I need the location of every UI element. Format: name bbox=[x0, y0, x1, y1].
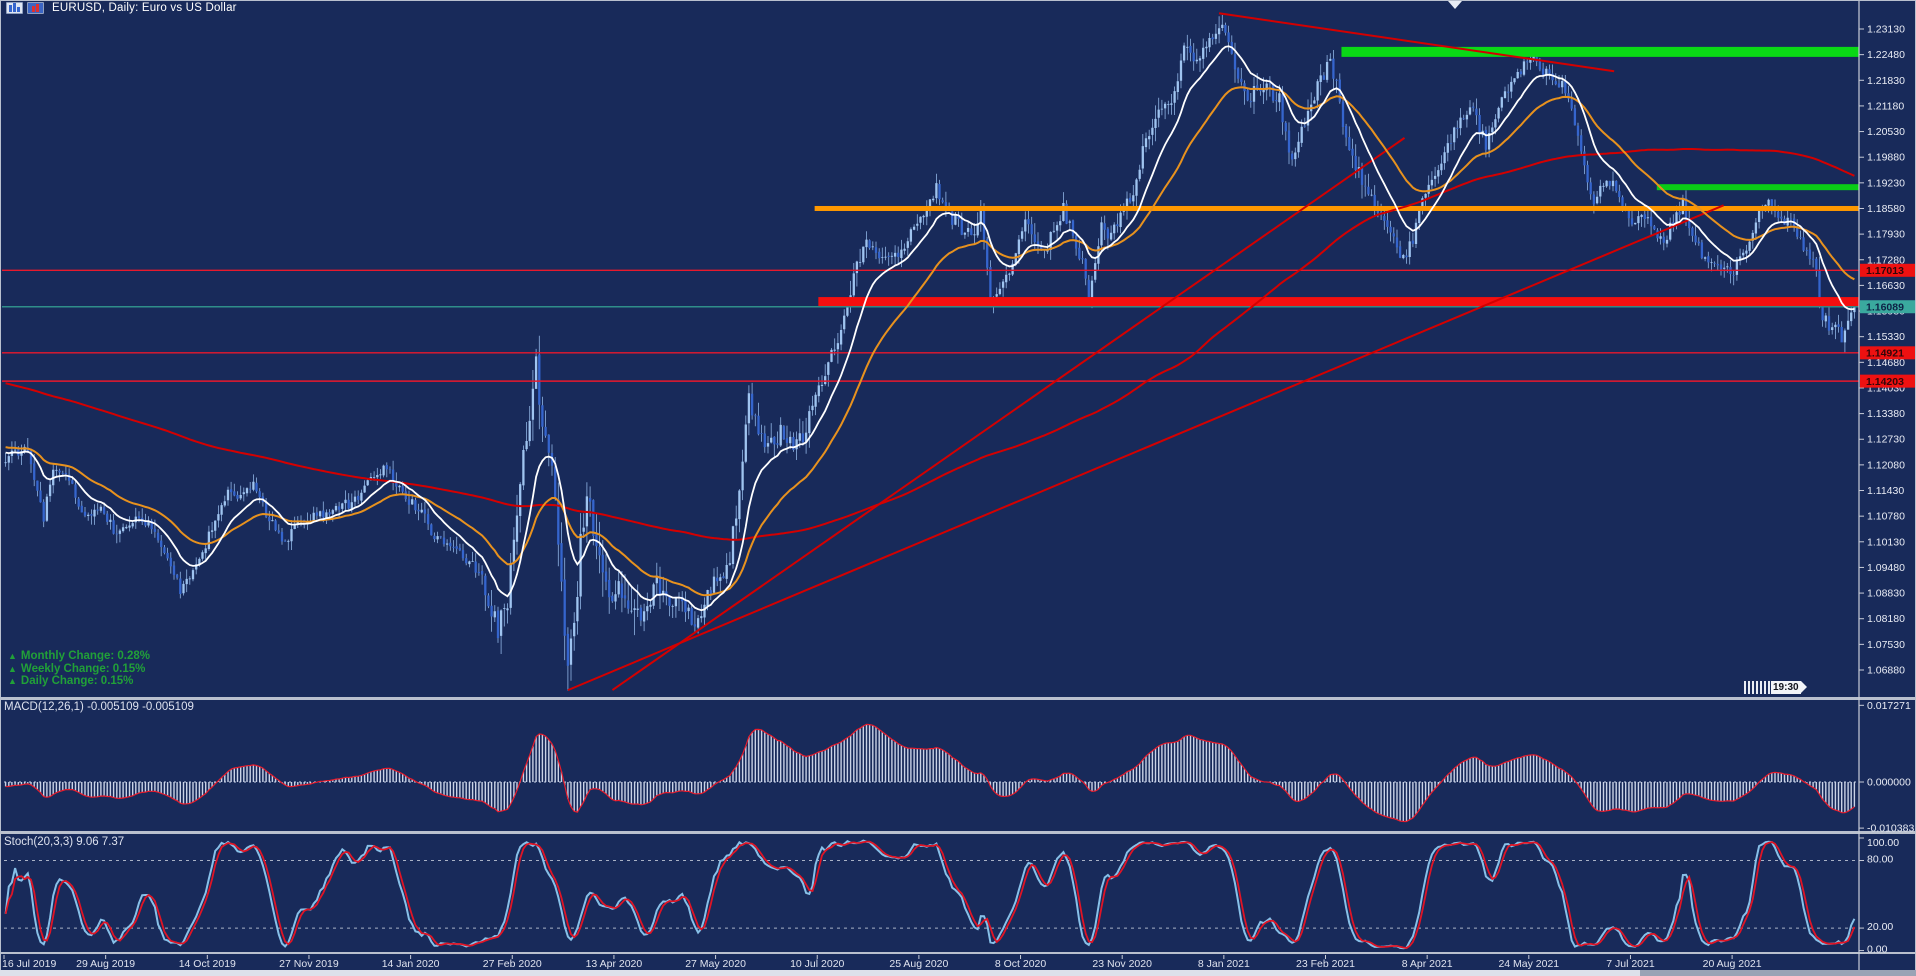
up-arrow-icon: ▲ bbox=[8, 676, 17, 686]
svg-text:80.00: 80.00 bbox=[1867, 854, 1893, 866]
svg-text:13 Apr 2020: 13 Apr 2020 bbox=[586, 958, 643, 970]
horizontal-scrollbar[interactable] bbox=[0, 970, 1916, 976]
svg-text:1.13380: 1.13380 bbox=[1867, 408, 1905, 420]
svg-text:8 Jan 2021: 8 Jan 2021 bbox=[1198, 958, 1250, 970]
change-stats: ▲ Monthly Change: 0.28% ▲ Weekly Change: 0… bbox=[8, 650, 150, 688]
svg-text:1.09480: 1.09480 bbox=[1867, 562, 1905, 574]
svg-text:20 Aug 2021: 20 Aug 2021 bbox=[1703, 958, 1762, 970]
svg-text:1.14680: 1.14680 bbox=[1867, 357, 1905, 369]
svg-text:24 May 2021: 24 May 2021 bbox=[1498, 958, 1559, 970]
svg-text:1.18580: 1.18580 bbox=[1867, 203, 1905, 215]
svg-text:1.14921: 1.14921 bbox=[1866, 348, 1904, 360]
svg-text:16 Jul 2019: 16 Jul 2019 bbox=[2, 958, 56, 970]
svg-text:1.08830: 1.08830 bbox=[1867, 588, 1905, 600]
svg-text:23 Feb 2021: 23 Feb 2021 bbox=[1296, 958, 1355, 970]
up-arrow-icon: ▲ bbox=[8, 663, 17, 674]
svg-text:1.14203: 1.14203 bbox=[1866, 376, 1904, 388]
scroll-position-marker-icon[interactable] bbox=[1448, 1, 1462, 9]
svg-text:20.00: 20.00 bbox=[1867, 921, 1893, 933]
svg-text:29 Aug 2019: 29 Aug 2019 bbox=[76, 958, 135, 970]
svg-text:100.00: 100.00 bbox=[1867, 837, 1899, 849]
svg-text:8 Apr 2021: 8 Apr 2021 bbox=[1402, 958, 1453, 970]
svg-text:1.17013: 1.17013 bbox=[1866, 265, 1904, 277]
weekly-change: ▲ Weekly Change: 0.15% bbox=[8, 662, 146, 675]
svg-text:-0.010383: -0.010383 bbox=[1867, 823, 1914, 835]
macd-indicator-label: MACD(12,26,1) -0.005109 -0.005109 bbox=[4, 701, 194, 713]
svg-text:1.19230: 1.19230 bbox=[1867, 177, 1905, 189]
scrollbar-thumb[interactable] bbox=[0, 970, 1640, 976]
svg-text:7 Jul 2021: 7 Jul 2021 bbox=[1606, 958, 1655, 970]
svg-text:1.16630: 1.16630 bbox=[1867, 280, 1905, 292]
title-bar: EURUSD, Daily: Euro vs US Dollar bbox=[0, 0, 1916, 15]
svg-text:1.10780: 1.10780 bbox=[1867, 511, 1905, 523]
svg-text:8 Oct 2020: 8 Oct 2020 bbox=[995, 958, 1047, 970]
svg-text:23 Nov 2020: 23 Nov 2020 bbox=[1092, 958, 1152, 970]
svg-text:1.11430: 1.11430 bbox=[1867, 485, 1904, 497]
svg-text:1.21180: 1.21180 bbox=[1867, 100, 1904, 112]
countdown-tip-icon bbox=[1800, 681, 1807, 693]
svg-text:1.06880: 1.06880 bbox=[1867, 664, 1905, 676]
countdown-progress-icon bbox=[1744, 681, 1771, 694]
svg-text:1.21830: 1.21830 bbox=[1867, 75, 1905, 87]
svg-text:1.17280: 1.17280 bbox=[1867, 254, 1905, 266]
svg-text:1.12730: 1.12730 bbox=[1867, 434, 1905, 446]
bar-countdown-timer: 19:30 bbox=[1744, 681, 1807, 694]
countdown-value: 19:30 bbox=[1771, 681, 1801, 694]
svg-text:27 Feb 2020: 27 Feb 2020 bbox=[483, 958, 542, 970]
svg-text:25 Aug 2020: 25 Aug 2020 bbox=[889, 958, 948, 970]
svg-text:10 Jul 2020: 10 Jul 2020 bbox=[790, 958, 844, 970]
svg-text:27 May 2020: 27 May 2020 bbox=[685, 958, 746, 970]
svg-text:1.19880: 1.19880 bbox=[1867, 152, 1905, 164]
stoch-indicator-label: Stoch(20,3,3) 9.06 7.37 bbox=[4, 836, 125, 848]
monthly-change: ▲ Monthly Change: 0.28% bbox=[8, 650, 150, 662]
svg-text:14 Oct 2019: 14 Oct 2019 bbox=[179, 958, 236, 970]
svg-text:1.16089: 1.16089 bbox=[1866, 302, 1904, 314]
svg-text:1.08180: 1.08180 bbox=[1867, 613, 1905, 625]
symbol-title: EURUSD, Daily: Euro vs US Dollar bbox=[52, 1, 237, 14]
svg-text:1.07530: 1.07530 bbox=[1867, 639, 1905, 651]
svg-text:27 Nov 2019: 27 Nov 2019 bbox=[279, 958, 339, 970]
svg-text:1.12080: 1.12080 bbox=[1867, 459, 1905, 471]
up-arrow-icon: ▲ bbox=[8, 651, 17, 661]
daily-change: ▲ Daily Change: 0.15% bbox=[8, 675, 134, 687]
svg-text:1.20530: 1.20530 bbox=[1867, 126, 1905, 138]
svg-text:0.00: 0.00 bbox=[1867, 944, 1888, 956]
bar-chart-icon bbox=[27, 1, 44, 14]
svg-text:0.000000: 0.000000 bbox=[1867, 777, 1911, 789]
svg-text:1.22480: 1.22480 bbox=[1867, 49, 1905, 61]
candlestick-chart-icon bbox=[6, 1, 23, 14]
svg-text:1.23130: 1.23130 bbox=[1867, 24, 1905, 36]
svg-text:0.017271: 0.017271 bbox=[1867, 700, 1911, 712]
svg-text:1.10130: 1.10130 bbox=[1867, 536, 1905, 548]
svg-text:1.17930: 1.17930 bbox=[1867, 229, 1905, 241]
svg-text:14 Jan 2020: 14 Jan 2020 bbox=[382, 958, 440, 970]
svg-text:1.15330: 1.15330 bbox=[1867, 331, 1905, 343]
